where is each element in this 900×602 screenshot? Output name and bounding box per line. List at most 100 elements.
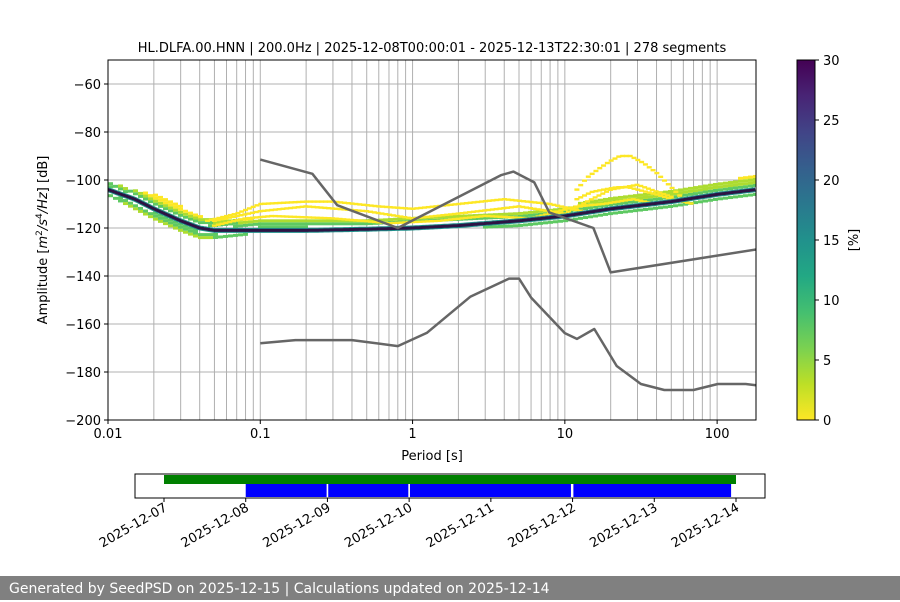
density-cell: [678, 203, 683, 207]
density-cell: [578, 183, 584, 187]
density-cell: [638, 199, 644, 203]
density-cell: [223, 217, 229, 220]
density-cell: [570, 207, 576, 211]
density-cell: [183, 227, 188, 231]
density-cell: [378, 218, 383, 222]
density-cell: [230, 215, 236, 219]
density-cell: [383, 218, 388, 222]
density-cell: [688, 202, 694, 205]
density-cell: [283, 219, 288, 223]
density-cell: [299, 205, 305, 209]
density-cell: [153, 217, 158, 221]
density-cell: [388, 218, 393, 222]
density-cell: [402, 207, 408, 210]
density-cell: [257, 210, 263, 213]
density-cell: [583, 216, 588, 220]
density-cell: [585, 175, 591, 178]
density-cell: [203, 233, 208, 237]
density-cell: [578, 201, 583, 205]
density-cell: [338, 219, 343, 223]
density-cell: [645, 187, 651, 190]
density-cell: [173, 223, 178, 227]
density-cell: [489, 215, 495, 218]
density-cell: [486, 199, 492, 202]
density-cell: [523, 223, 528, 227]
density-cell: [723, 184, 728, 188]
density-cell: [239, 210, 245, 213]
density-cell: [198, 233, 203, 237]
density-cell: [623, 195, 628, 199]
density-cell: [314, 206, 320, 209]
density-cell: [483, 216, 488, 220]
density-cell: [188, 226, 193, 230]
density-cell: [352, 219, 358, 222]
used-segment: [245, 484, 327, 497]
density-cell: [738, 176, 743, 180]
density-cell: [593, 214, 598, 218]
density-cell: [352, 209, 358, 212]
density-cell: [453, 214, 458, 218]
density-cell: [163, 204, 168, 208]
density-cell: [661, 179, 667, 182]
density-cell: [448, 203, 454, 206]
density-cell: [613, 196, 618, 200]
density-cell: [703, 199, 708, 203]
density-cell: [489, 208, 495, 211]
density-cell: [143, 194, 148, 198]
density-cell: [183, 215, 188, 219]
density-cell: [483, 225, 488, 229]
density-cell: [322, 216, 328, 220]
density-cell: [738, 182, 743, 186]
density-cell: [224, 214, 230, 218]
density-cell: [168, 224, 173, 228]
density-cell: [238, 221, 243, 225]
density-cell: [569, 206, 575, 209]
density-cell: [593, 205, 598, 209]
density-cell: [648, 192, 653, 196]
density-cell: [628, 209, 633, 213]
density-cell: [307, 200, 313, 203]
density-cell: [528, 210, 533, 214]
density-cell: [642, 163, 648, 166]
used-segment: [328, 484, 409, 497]
density-cell: [313, 219, 318, 223]
density-cell: [284, 207, 290, 210]
density-cell: [402, 215, 408, 219]
density-cell: [616, 186, 622, 189]
density-cell: [728, 184, 733, 188]
density-cell: [509, 198, 515, 202]
density-cell: [218, 235, 223, 239]
density-cell: [503, 212, 508, 216]
density-cell: [295, 206, 301, 209]
density-cell: [733, 186, 738, 190]
density-cell: [373, 221, 378, 225]
density-cell: [688, 186, 693, 190]
density-cell: [520, 200, 526, 203]
chart-title: HL.DLFA.00.HNN | 200.0Hz | 2025-12-08T00…: [138, 41, 727, 56]
density-cell: [585, 192, 591, 195]
density-cell: [588, 206, 593, 210]
density-cell: [276, 208, 282, 211]
density-cell: [143, 212, 148, 216]
timeline-date-label: 2025-12-12: [506, 500, 579, 551]
density-cell: [204, 219, 210, 222]
density-cell: [578, 216, 583, 220]
density-cell: [528, 213, 533, 217]
density-cell: [163, 207, 168, 211]
density-cell: [478, 215, 484, 218]
density-cell: [284, 201, 290, 204]
density-cell: [178, 210, 183, 214]
density-cell: [448, 215, 453, 219]
density-cell: [474, 210, 480, 213]
density-cell: [133, 192, 138, 196]
density-cell: [178, 222, 183, 226]
density-cell: [364, 220, 370, 223]
density-cell: [391, 206, 397, 209]
density-cell: [218, 220, 223, 224]
density-cell: [223, 221, 229, 225]
density-cell: [588, 215, 593, 219]
density-cell: [665, 197, 671, 200]
density-cell: [299, 215, 305, 219]
density-cell: [318, 216, 324, 220]
density-cell: [538, 221, 543, 225]
